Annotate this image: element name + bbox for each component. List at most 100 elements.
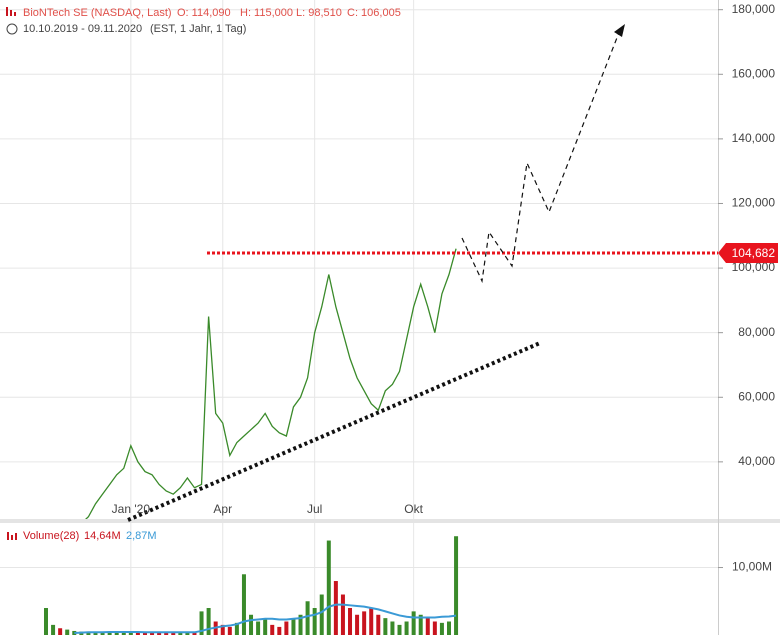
grid	[0, 0, 723, 635]
volume-bar	[234, 622, 239, 635]
volume-bar	[44, 608, 48, 635]
quote: L: 98,510	[296, 7, 342, 19]
volume-bar	[58, 628, 63, 635]
volume-bar	[432, 621, 437, 635]
y-tick-label: 140,000	[732, 131, 776, 145]
volume-bar	[291, 618, 296, 635]
title: BioNTech SE (NASDAQ, Last)	[23, 7, 172, 19]
price-tag-label: 104,682	[732, 246, 776, 260]
volume-bar	[454, 536, 459, 635]
volume-bar	[326, 540, 331, 635]
quote: H: 115,000	[240, 7, 293, 19]
volume-bar	[355, 614, 360, 635]
volume-bar	[348, 608, 353, 635]
price-tag	[718, 242, 778, 263]
quote: O: 114,090	[177, 7, 231, 19]
volume-bar	[178, 632, 183, 635]
volume-bar	[284, 621, 289, 635]
volume-bar	[263, 618, 268, 635]
volume-bar	[65, 629, 70, 635]
volume-current: 14,64M	[84, 530, 121, 542]
icon	[10, 10, 12, 16]
volume-bar	[418, 614, 423, 635]
y-tick-label: 80,000	[738, 325, 775, 339]
volume-bar	[298, 614, 303, 635]
volume-bar	[340, 594, 345, 635]
volume-bar	[397, 624, 402, 635]
volume-bar	[227, 626, 232, 635]
volume-bar	[383, 618, 388, 635]
volume-bar	[277, 626, 282, 635]
volume-bar	[270, 624, 275, 635]
volume-bar	[121, 632, 126, 635]
volume-bar	[93, 632, 98, 635]
volume-ma	[74, 603, 457, 634]
volume-bar	[128, 631, 133, 635]
volume-bar	[390, 621, 395, 635]
volume-bar	[142, 632, 147, 635]
volume-bar	[305, 601, 310, 635]
panel-divider	[0, 519, 780, 523]
volume-average: 2,87M	[126, 530, 157, 542]
y-tick-label: 60,000	[738, 389, 775, 403]
x-tick-label: Okt	[404, 502, 423, 516]
price-line	[85, 248, 457, 519]
volume-title: Volume(28)	[23, 530, 79, 542]
volume-bar	[192, 631, 197, 635]
volume-bar	[249, 614, 254, 635]
y-tick-label: 40,000	[738, 454, 775, 468]
y-tick-label: 100,000	[732, 260, 776, 274]
volume-bar	[446, 621, 451, 635]
y-tick-label: 160,000	[732, 66, 776, 80]
volume-bar	[376, 614, 381, 635]
y-tick-label: 10,00M	[732, 560, 772, 574]
volume-bar	[362, 611, 367, 635]
projection-arrow	[614, 24, 625, 37]
volume-bar	[171, 632, 176, 635]
volume-bar	[157, 632, 162, 635]
volume-bar	[220, 624, 225, 635]
trendline	[127, 341, 541, 522]
quote: C: 106,005	[347, 7, 401, 19]
x-tick-label: Jul	[307, 502, 322, 516]
period: 10.10.2019 - 09.11.2020	[23, 23, 142, 35]
volume-bar	[369, 608, 374, 635]
period-note: (EST, 1 Jahr, 1 Tag)	[150, 23, 246, 35]
volume-bar	[51, 624, 56, 635]
icon	[6, 7, 8, 16]
volume-bar	[319, 594, 324, 635]
volume-bar	[185, 632, 190, 635]
projection	[461, 29, 621, 284]
volume-bar	[439, 622, 444, 635]
volume-bar	[199, 611, 204, 635]
icon	[14, 12, 16, 16]
y-tick-label: 120,000	[732, 196, 776, 210]
volume-bar	[114, 632, 119, 635]
icon	[15, 533, 17, 540]
volume-bar	[333, 581, 338, 635]
clock-icon	[6, 23, 18, 35]
volume-bar	[100, 632, 105, 635]
volume-bar	[425, 618, 430, 635]
x-tick-label: Apr	[213, 502, 232, 516]
header: BioNTech SE (NASDAQ, Last) O: 114,090 H:…	[6, 7, 401, 542]
volume-bar	[241, 574, 246, 635]
y-tick-label: 180,000	[732, 2, 776, 16]
volume-bar	[86, 632, 91, 635]
volume-bar	[312, 608, 317, 635]
volume-bar	[164, 632, 169, 635]
volume-bar	[404, 621, 409, 635]
volume-bar	[411, 611, 416, 635]
volume-bar	[135, 632, 140, 635]
volume-bar	[206, 608, 211, 635]
volume-bar	[150, 632, 155, 635]
volume-bar	[107, 631, 112, 635]
icon	[7, 532, 9, 540]
marks	[44, 248, 718, 635]
labels: 40,000 60,000 80,000 100,000 120,000 140,000 1…	[112, 2, 778, 574]
x-tick-label: Jan '20	[112, 502, 151, 516]
volume-bar	[256, 621, 261, 635]
icon	[11, 535, 13, 540]
